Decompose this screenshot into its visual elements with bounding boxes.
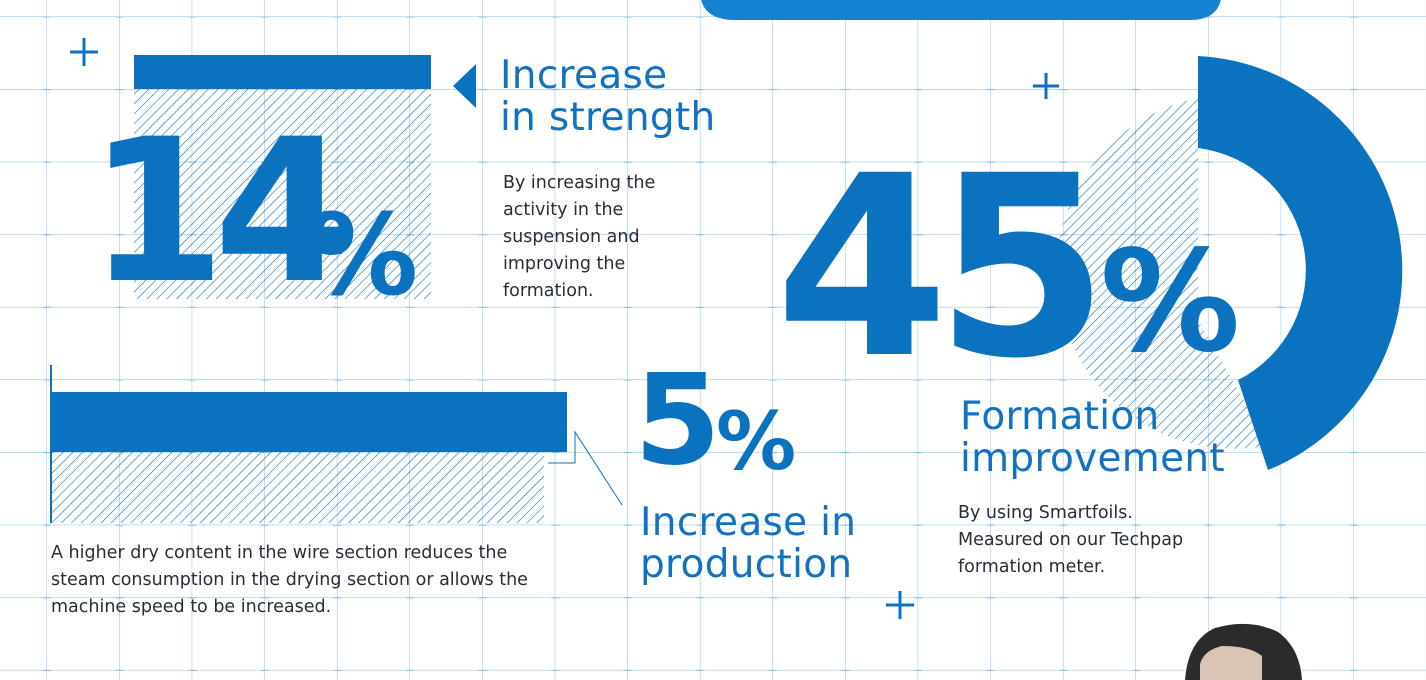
strength-description-line: suspension and (503, 227, 640, 247)
plus-icon (70, 38, 98, 66)
production-number: 5 (634, 348, 721, 493)
strength-description-line: By increasing the (503, 173, 656, 193)
production-bar (52, 392, 567, 452)
strength-title-line2: in strength (500, 95, 716, 140)
formation-ring-arc (1198, 56, 1403, 470)
formation-title-line2: improvement (960, 436, 1225, 481)
strength-percent: % (306, 191, 419, 321)
formation-percent: % (1100, 221, 1241, 384)
production-description: A higher dry content in the wire section… (51, 540, 528, 621)
formation-title-line1: Formation (960, 394, 1160, 439)
strength-description-line: formation. (503, 281, 594, 301)
production-title-line1: Increase in (640, 500, 857, 545)
production-title-line2: production (640, 542, 853, 587)
plus-icon (886, 591, 914, 619)
formation-hatch-circle (1056, 98, 1270, 449)
strength-description-line: activity in the (503, 200, 624, 220)
formation-number: 45 (775, 122, 1109, 413)
strength-description-line: improving the (503, 254, 626, 274)
formation-description-line: By using Smartfoils. (958, 503, 1133, 523)
production-description-line: steam consumption in the drying section … (51, 570, 528, 590)
strength-description: By increasing the activity in the suspen… (503, 170, 655, 305)
strength-number: 14 (88, 96, 352, 327)
formation-description-line: Measured on our Techpap (958, 530, 1184, 550)
top-blue-banner (701, 0, 1221, 20)
arrow-left-icon (453, 64, 476, 108)
production-description-line: machine speed to be increased. (51, 597, 332, 617)
strength-hatch (134, 89, 431, 299)
strength-title: Increase in strength (500, 55, 716, 139)
production-pointer-line (548, 430, 623, 506)
production-title: Increase in production (640, 502, 856, 586)
strength-title-line1: Increase (500, 53, 668, 98)
strength-bar (134, 55, 431, 89)
plus-icon (1033, 73, 1059, 99)
production-hatch (52, 452, 544, 523)
person-photo (1185, 623, 1302, 680)
production-axis-line (50, 365, 52, 523)
production-percent: % (716, 395, 797, 488)
formation-description-line: formation meter. (958, 557, 1106, 577)
formation-description: By using Smartfoils. Measured on our Tec… (958, 500, 1183, 581)
production-description-line: A higher dry content in the wire section… (51, 543, 508, 563)
formation-title: Formation improvement (960, 396, 1225, 480)
